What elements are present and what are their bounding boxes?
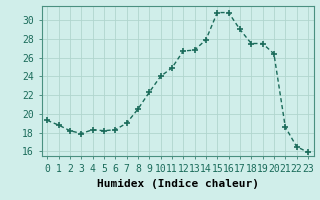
X-axis label: Humidex (Indice chaleur): Humidex (Indice chaleur) xyxy=(97,179,259,189)
